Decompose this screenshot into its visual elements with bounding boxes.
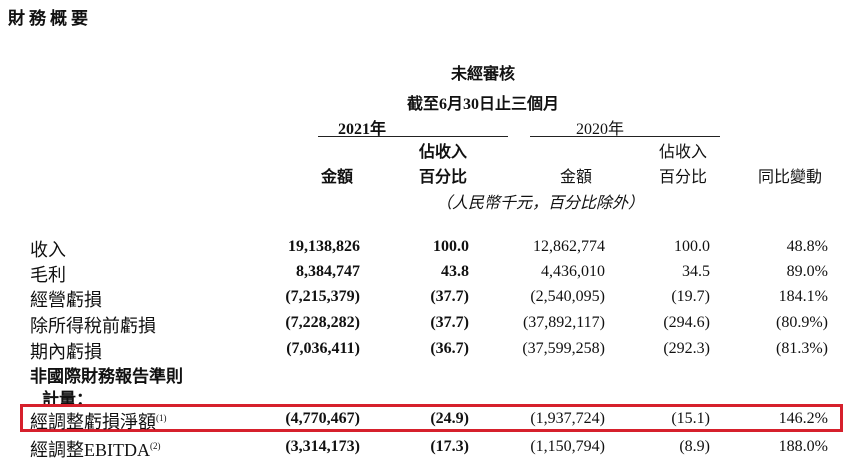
cell-2021-amount: (3,314,173) xyxy=(285,438,360,455)
cell-2020-pct: 100.0 xyxy=(674,238,710,255)
cell-yoy: 188.0% xyxy=(778,438,828,455)
row-label: 經營虧損 xyxy=(30,290,102,310)
unit-note: （人民幣千元，百分比除外） xyxy=(435,195,645,212)
cell-2021-amount: (7,228,282) xyxy=(285,314,360,331)
cell-yoy: (80.9%) xyxy=(776,314,828,331)
cell-2020-pct: (8.9) xyxy=(679,438,710,455)
cell-2020-pct: 34.5 xyxy=(682,263,710,280)
cell-yoy: 89.0% xyxy=(786,263,828,280)
cell-2020-amount: 12,862,774 xyxy=(533,238,605,255)
footnote-ref: (1) xyxy=(156,413,167,423)
cell-2021-amount: (4,770,467) xyxy=(285,410,360,427)
row-label: 經調整虧損淨額(1) xyxy=(30,412,167,432)
header-pct-top-2020: 佔收入 xyxy=(658,144,708,161)
cell-2021-pct: 43.8 xyxy=(441,263,469,280)
cell-2020-amount: (1,937,724) xyxy=(530,410,605,427)
row-label: 經調整EBITDA(2) xyxy=(30,440,161,460)
cell-2021-amount: 8,384,747 xyxy=(296,263,360,280)
cell-yoy: 48.8% xyxy=(786,238,828,255)
header-pct-top-2021: 佔收入 xyxy=(418,144,468,161)
header-unaudited: 未經審核 xyxy=(450,66,516,83)
highlight-box xyxy=(20,404,843,432)
cell-2021-amount: (7,215,379) xyxy=(285,288,360,305)
cell-2020-pct: (294.6) xyxy=(663,314,710,331)
cell-yoy: 146.2% xyxy=(778,410,828,427)
cell-2021-pct: (36.7) xyxy=(430,340,469,357)
row-label: 收入 xyxy=(30,240,66,260)
page-title: 財務概要 xyxy=(8,9,92,29)
cell-2021-pct: (37.7) xyxy=(430,314,469,331)
header-year-2020: 2020年 xyxy=(575,121,625,138)
divider-2021 xyxy=(318,136,508,137)
footnote-ref: (2) xyxy=(150,441,161,451)
cell-2020-amount: (2,540,095) xyxy=(530,288,605,305)
cell-2020-amount: (37,892,117) xyxy=(522,314,605,331)
header-pct-bottom-2020: 百分比 xyxy=(658,169,708,186)
header-yoy: 同比變動 xyxy=(757,169,823,186)
cell-2021-pct: (17.3) xyxy=(430,438,469,455)
cell-2020-amount: 4,436,010 xyxy=(541,263,605,280)
row-label: 毛利 xyxy=(30,265,66,285)
cell-2020-pct: (15.1) xyxy=(671,410,710,427)
cell-yoy: (81.3%) xyxy=(776,340,828,357)
cell-2021-pct: (24.9) xyxy=(430,410,469,427)
divider-2020 xyxy=(530,136,720,137)
cell-yoy: 184.1% xyxy=(778,288,828,305)
header-amount-2020: 金額 xyxy=(559,169,593,186)
cell-2021-amount: (7,036,411) xyxy=(286,340,360,357)
cell-2021-amount: 19,138,826 xyxy=(288,238,360,255)
non-ifrs-heading: 非國際財務報告準則 xyxy=(30,367,183,387)
cell-2020-pct: (292.3) xyxy=(663,340,710,357)
header-pct-bottom-2021: 百分比 xyxy=(418,169,468,186)
cell-2020-amount: (37,599,258) xyxy=(522,340,605,357)
row-label: 期內虧損 xyxy=(30,342,102,362)
cell-2021-pct: 100.0 xyxy=(433,238,469,255)
cell-2021-pct: (37.7) xyxy=(430,288,469,305)
row-label: 除所得稅前虧損 xyxy=(30,316,156,336)
header-amount-2021: 金額 xyxy=(320,169,354,186)
cell-2020-pct: (19.7) xyxy=(671,288,710,305)
cell-2020-amount: (1,150,794) xyxy=(530,438,605,455)
header-period: 截至6月30日止三個月 xyxy=(406,96,560,113)
header-year-2021: 2021年 xyxy=(337,121,387,138)
